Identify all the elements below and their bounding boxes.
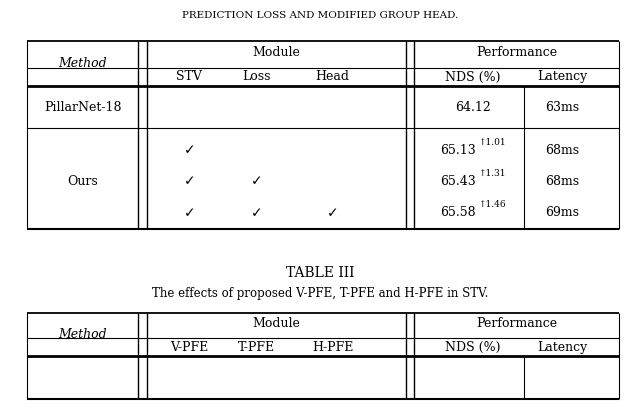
Text: PREDICTION LOSS AND MODIFIED GROUP HEAD.: PREDICTION LOSS AND MODIFIED GROUP HEAD. bbox=[182, 11, 458, 20]
Text: Performance: Performance bbox=[476, 45, 557, 59]
Text: 63ms: 63ms bbox=[545, 100, 579, 113]
Text: Method: Method bbox=[58, 57, 107, 70]
Text: Module: Module bbox=[252, 317, 300, 330]
Text: H-PFE: H-PFE bbox=[312, 341, 353, 354]
Text: 68ms: 68ms bbox=[545, 175, 579, 188]
Text: 64.12: 64.12 bbox=[455, 100, 491, 113]
Text: V-PFE: V-PFE bbox=[170, 341, 209, 354]
Text: Module: Module bbox=[252, 45, 300, 59]
Text: Method: Method bbox=[58, 328, 107, 341]
Text: ✓: ✓ bbox=[327, 206, 339, 220]
Text: ↑1.01: ↑1.01 bbox=[478, 138, 506, 147]
Text: Latency: Latency bbox=[537, 341, 588, 354]
Text: 65.13: 65.13 bbox=[440, 144, 476, 157]
Text: ✓: ✓ bbox=[250, 175, 262, 188]
Text: 65.58: 65.58 bbox=[440, 206, 476, 219]
Text: The effects of proposed V-PFE, T-PFE and H-PFE in STV.: The effects of proposed V-PFE, T-PFE and… bbox=[152, 287, 488, 300]
Text: Latency: Latency bbox=[537, 70, 588, 83]
Text: Ours: Ours bbox=[67, 175, 98, 188]
Text: 68ms: 68ms bbox=[545, 144, 579, 157]
Text: PillarNet-18: PillarNet-18 bbox=[44, 100, 122, 113]
Text: ↑1.46: ↑1.46 bbox=[478, 200, 506, 209]
Text: NDS (%): NDS (%) bbox=[445, 341, 500, 354]
Text: 69ms: 69ms bbox=[545, 206, 579, 219]
Text: ✓: ✓ bbox=[184, 175, 195, 188]
Text: ✓: ✓ bbox=[250, 206, 262, 220]
Text: T-PFE: T-PFE bbox=[237, 341, 275, 354]
Text: ↑1.31: ↑1.31 bbox=[478, 169, 506, 178]
Text: Head: Head bbox=[316, 70, 349, 83]
Text: Loss: Loss bbox=[242, 70, 271, 83]
Text: Performance: Performance bbox=[476, 317, 557, 330]
Text: NDS (%): NDS (%) bbox=[445, 70, 500, 83]
Text: ✓: ✓ bbox=[184, 143, 195, 158]
Text: TABLE III: TABLE III bbox=[285, 266, 355, 280]
Text: STV: STV bbox=[177, 70, 202, 83]
Text: ✓: ✓ bbox=[184, 206, 195, 220]
Text: 65.43: 65.43 bbox=[440, 175, 476, 188]
